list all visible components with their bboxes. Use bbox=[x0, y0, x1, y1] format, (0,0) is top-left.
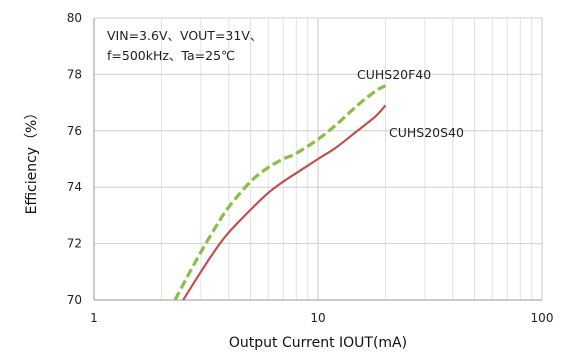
x-tick-label: 100 bbox=[531, 311, 554, 325]
x-axis-title: Output Current IOUT(mA) bbox=[229, 335, 407, 351]
y-tick-label: 78 bbox=[67, 67, 82, 81]
x-tick-label: 1 bbox=[90, 311, 98, 325]
series-line-cuhs20f40 bbox=[173, 84, 387, 301]
x-tick-label: 10 bbox=[310, 311, 325, 325]
labels: 1 10 100 70 72 74 76 78 80 bbox=[67, 11, 554, 325]
annotation-line-2: f=500kHz、Ta=25℃ bbox=[107, 48, 235, 63]
series-label-cuhs20s40: CUHS20S40 bbox=[389, 125, 464, 140]
series-label-cuhs20f40: CUHS20F40 bbox=[357, 67, 431, 82]
y-tick-label: 74 bbox=[67, 180, 82, 194]
series-line-cuhs20s40 bbox=[182, 104, 387, 301]
y-tick-label: 80 bbox=[67, 11, 82, 25]
y-tick-label: 76 bbox=[67, 124, 82, 138]
series-lines bbox=[173, 84, 387, 301]
y-tick-label: 70 bbox=[67, 293, 82, 307]
axes bbox=[93, 18, 542, 301]
y-axis-title: Efficiency（%） bbox=[24, 106, 40, 215]
annotation-line-1: VIN=3.6V、VOUT=31V、 bbox=[107, 28, 262, 43]
y-tick-label: 72 bbox=[67, 237, 82, 251]
